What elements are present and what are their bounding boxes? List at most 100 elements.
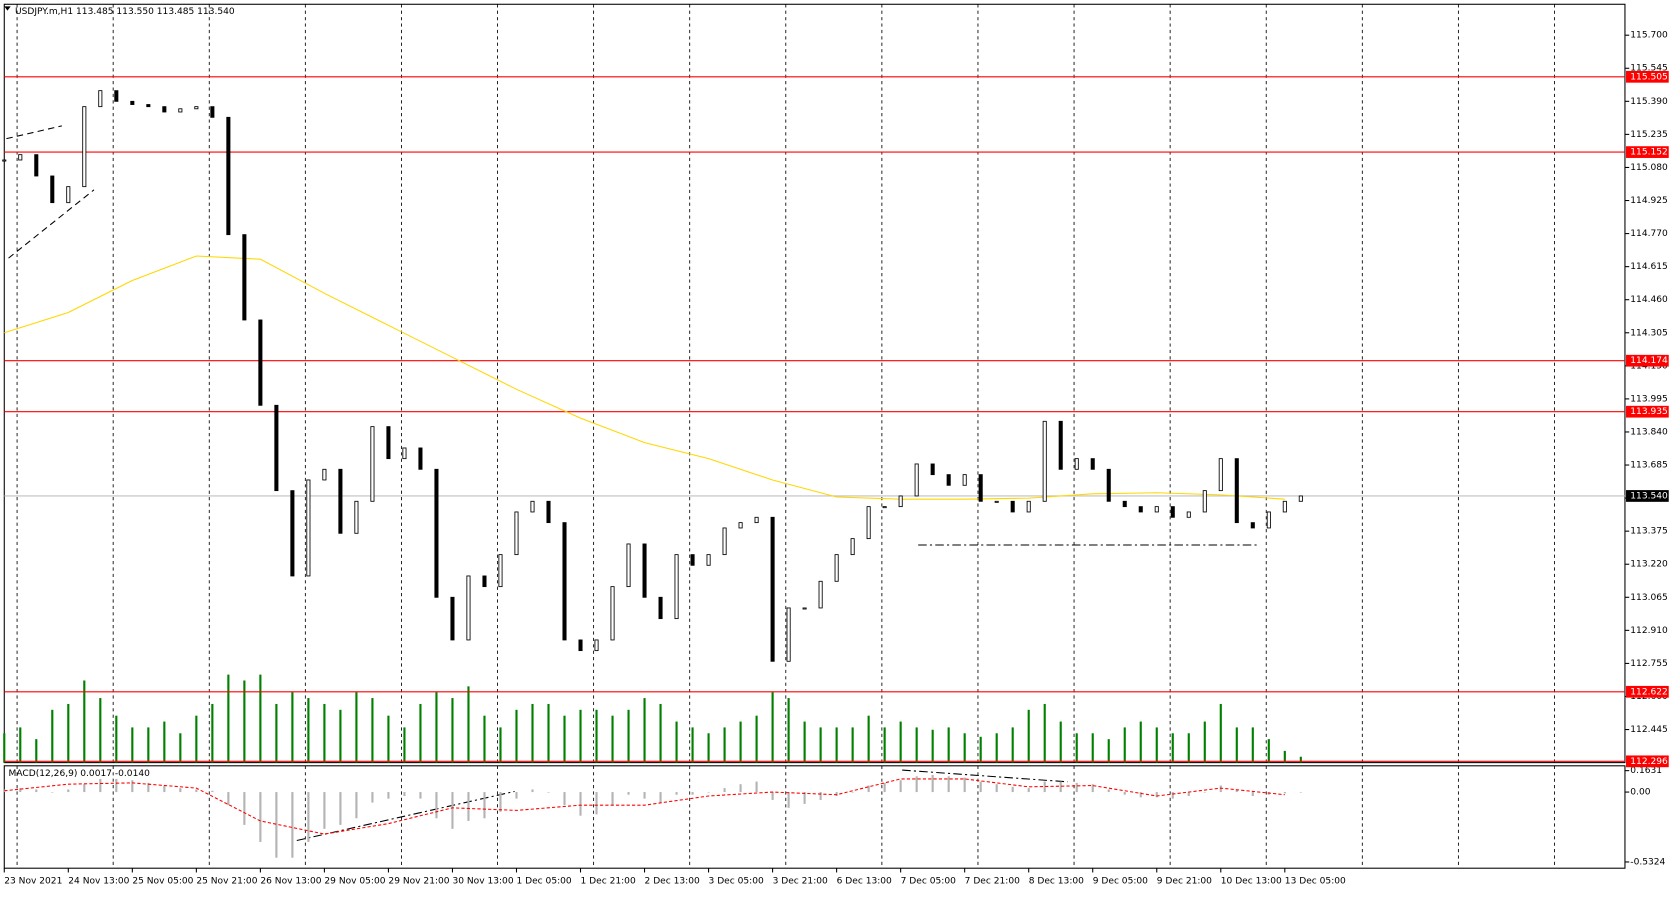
volume-bar (259, 674, 262, 763)
volume-bar (227, 674, 230, 763)
candle-body (178, 108, 183, 113)
volume-bar (323, 703, 326, 763)
candle-body (530, 500, 535, 513)
candle-body (210, 106, 215, 118)
volume-bar (707, 733, 710, 763)
macd-bar (915, 776, 918, 793)
volume-bar (131, 727, 134, 763)
macd-bar (451, 792, 454, 829)
menu-arrow[interactable] (4, 6, 11, 11)
macd-bar (211, 790, 214, 793)
x-tick-label: 3 Dec 05:00 (709, 877, 764, 887)
candle-body (98, 90, 103, 108)
volume-bar (531, 703, 534, 763)
macd-bar (995, 784, 998, 793)
macd-bar (147, 782, 150, 793)
macd-bar (243, 792, 246, 825)
macd-bar (531, 789, 534, 793)
x-tick-label: 1 Dec 21:00 (581, 877, 636, 887)
candle-body (1234, 458, 1239, 524)
candle-body (306, 479, 311, 577)
volume-bar (1075, 733, 1078, 763)
candle-body (770, 516, 775, 662)
x-tick-label: 29 Nov 05:00 (324, 877, 385, 887)
volume-bar (243, 680, 246, 763)
macd-bar (339, 792, 342, 825)
candle-body (162, 106, 167, 113)
candle-body (754, 516, 759, 524)
volume-bar (147, 727, 150, 763)
y-tick-label: 113.375 (1630, 527, 1668, 537)
macd-bar (515, 792, 518, 799)
volume-bar (627, 709, 630, 763)
macd-header: MACD(12,26,9) 0.0017 -0.0140 (9, 769, 151, 779)
macd-bar (1171, 792, 1174, 799)
y-tick-label: 114.615 (1630, 262, 1668, 272)
macd-trendline (902, 769, 1068, 783)
x-tick-label: 8 Dec 13:00 (1029, 877, 1084, 887)
volume-bar (819, 727, 822, 763)
macd-bar (739, 784, 742, 793)
volume-bar (179, 733, 182, 763)
macd-bar (803, 792, 806, 804)
volume-bar (755, 715, 758, 763)
macd-bar (1283, 792, 1286, 794)
candle-body (482, 575, 487, 588)
volume-bar (691, 727, 694, 763)
candle-body (914, 463, 919, 497)
candle-body (1010, 500, 1015, 513)
volume-bar (211, 703, 214, 763)
x-tick-label: 13 Dec 05:00 (1285, 877, 1346, 887)
x-tick-label: 26 Nov 13:00 (260, 877, 321, 887)
x-tick-label: 3 Dec 21:00 (773, 877, 828, 887)
candle-body (962, 474, 967, 486)
macd-bar (611, 792, 614, 806)
level-label: 115.505 (1630, 72, 1668, 82)
level-label-box (1626, 405, 1669, 418)
volume-bar (51, 709, 54, 763)
macd-bar (499, 792, 502, 812)
macd-bar (547, 792, 550, 793)
x-tick-label: 25 Nov 05:00 (132, 877, 193, 887)
macd-bar (435, 792, 438, 819)
volume-bar (499, 727, 502, 763)
volume-bar (1251, 727, 1254, 763)
main-pane (3, 3, 1626, 764)
volume-bar (947, 727, 950, 763)
macd-bar (675, 792, 678, 795)
macd-bar (387, 792, 390, 799)
y-tick-label: 114.460 (1630, 295, 1668, 305)
y-tick-label: 115.390 (1630, 97, 1668, 107)
candle-body (434, 468, 439, 598)
candle-body (1058, 420, 1063, 470)
volume-bar (291, 692, 294, 763)
x-tick-label: 2 Dec 13:00 (645, 877, 700, 887)
candle-body (1090, 458, 1095, 470)
volume-bar (675, 721, 678, 763)
macd-bar (931, 774, 934, 793)
candle-body (242, 234, 247, 321)
volume-bar (899, 721, 902, 763)
candle-body (1138, 506, 1143, 513)
macd-bar (131, 780, 134, 793)
candle-body (1298, 495, 1303, 502)
volume-bar (1155, 727, 1158, 763)
volume-bar (339, 709, 342, 763)
volume-bar (515, 709, 518, 763)
macd-bar (275, 792, 278, 858)
x-tick-label: 30 Nov 13:00 (452, 877, 513, 887)
macd-signal (4, 778, 1285, 835)
candle-body (722, 527, 727, 556)
candle-body (818, 580, 823, 609)
candle-body (1170, 506, 1175, 518)
candle-body (1266, 511, 1271, 529)
volume-bar (851, 727, 854, 763)
candle-body (194, 106, 199, 110)
level-label-box (1626, 146, 1669, 158)
macd-bar (195, 789, 198, 793)
volume-bar (355, 692, 358, 763)
macd-bar (835, 792, 838, 797)
macd-bar (643, 792, 646, 799)
macd-bar (851, 792, 854, 793)
macd-y-tick-label: 0.00 (1630, 788, 1650, 798)
